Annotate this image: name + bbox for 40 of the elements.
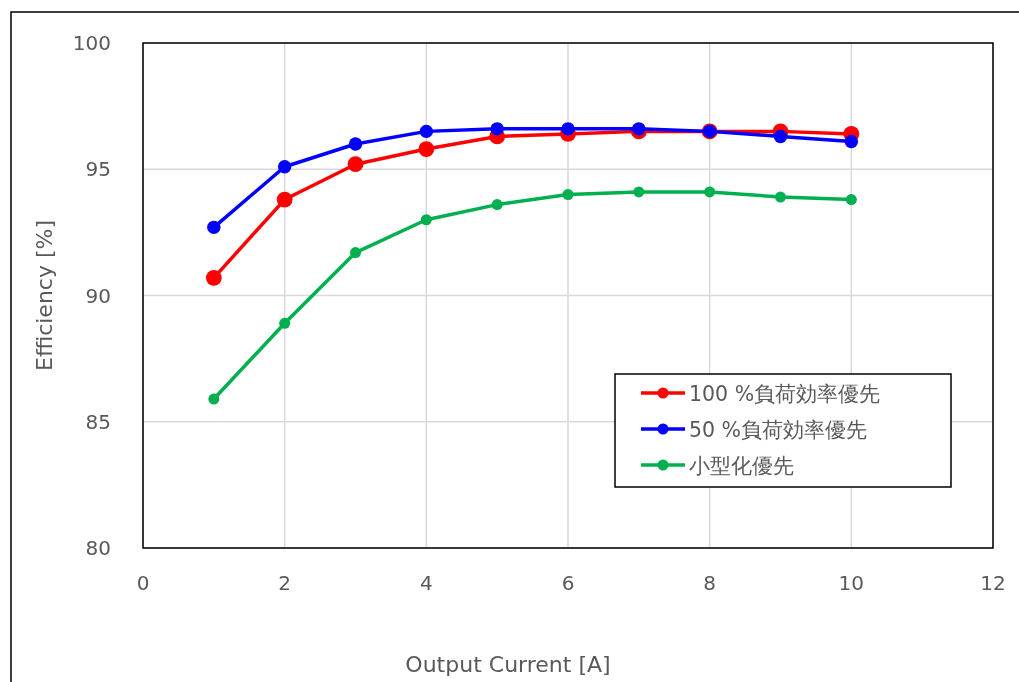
x-axis-title: Output Current [A] bbox=[405, 652, 611, 677]
point bbox=[207, 220, 221, 235]
point bbox=[205, 269, 222, 286]
legend-label: 小型化優先 bbox=[689, 454, 794, 478]
x-tick-label: 6 bbox=[561, 571, 575, 595]
x-tick-label: 12 bbox=[980, 571, 1006, 595]
y-tick-label: 95 bbox=[85, 157, 111, 182]
point bbox=[775, 191, 786, 203]
point bbox=[420, 214, 432, 226]
y-axis-title: Efficiency [%] bbox=[32, 219, 57, 372]
point bbox=[350, 247, 361, 259]
x-tick-label: 4 bbox=[419, 571, 433, 595]
point bbox=[633, 186, 645, 198]
point bbox=[561, 122, 575, 136]
point bbox=[347, 156, 364, 173]
point bbox=[704, 186, 716, 198]
point bbox=[845, 194, 857, 206]
y-tick-label: 85 bbox=[85, 409, 111, 434]
point bbox=[844, 134, 859, 149]
y-tick-label: 80 bbox=[85, 536, 111, 560]
x-tick-label: 2 bbox=[278, 571, 292, 595]
point bbox=[491, 199, 503, 211]
x-tick-label: 8 bbox=[703, 571, 717, 595]
point bbox=[277, 160, 292, 174]
point bbox=[419, 124, 434, 139]
point bbox=[279, 317, 291, 329]
point bbox=[490, 122, 504, 136]
point bbox=[418, 141, 435, 157]
legend-label: 50 %負荷効率優先 bbox=[689, 418, 868, 442]
x-tick-label: 10 bbox=[838, 571, 865, 595]
point bbox=[632, 122, 646, 136]
legend-label: 100 %負荷効率優先 bbox=[689, 382, 881, 406]
x-tick-label: 0 bbox=[136, 571, 150, 595]
y-tick-label: 90 bbox=[85, 283, 111, 308]
point bbox=[276, 191, 293, 208]
point bbox=[348, 137, 363, 151]
point bbox=[773, 129, 788, 144]
point bbox=[208, 393, 220, 405]
y-tick-label: 100 bbox=[72, 31, 111, 55]
point bbox=[562, 189, 574, 200]
